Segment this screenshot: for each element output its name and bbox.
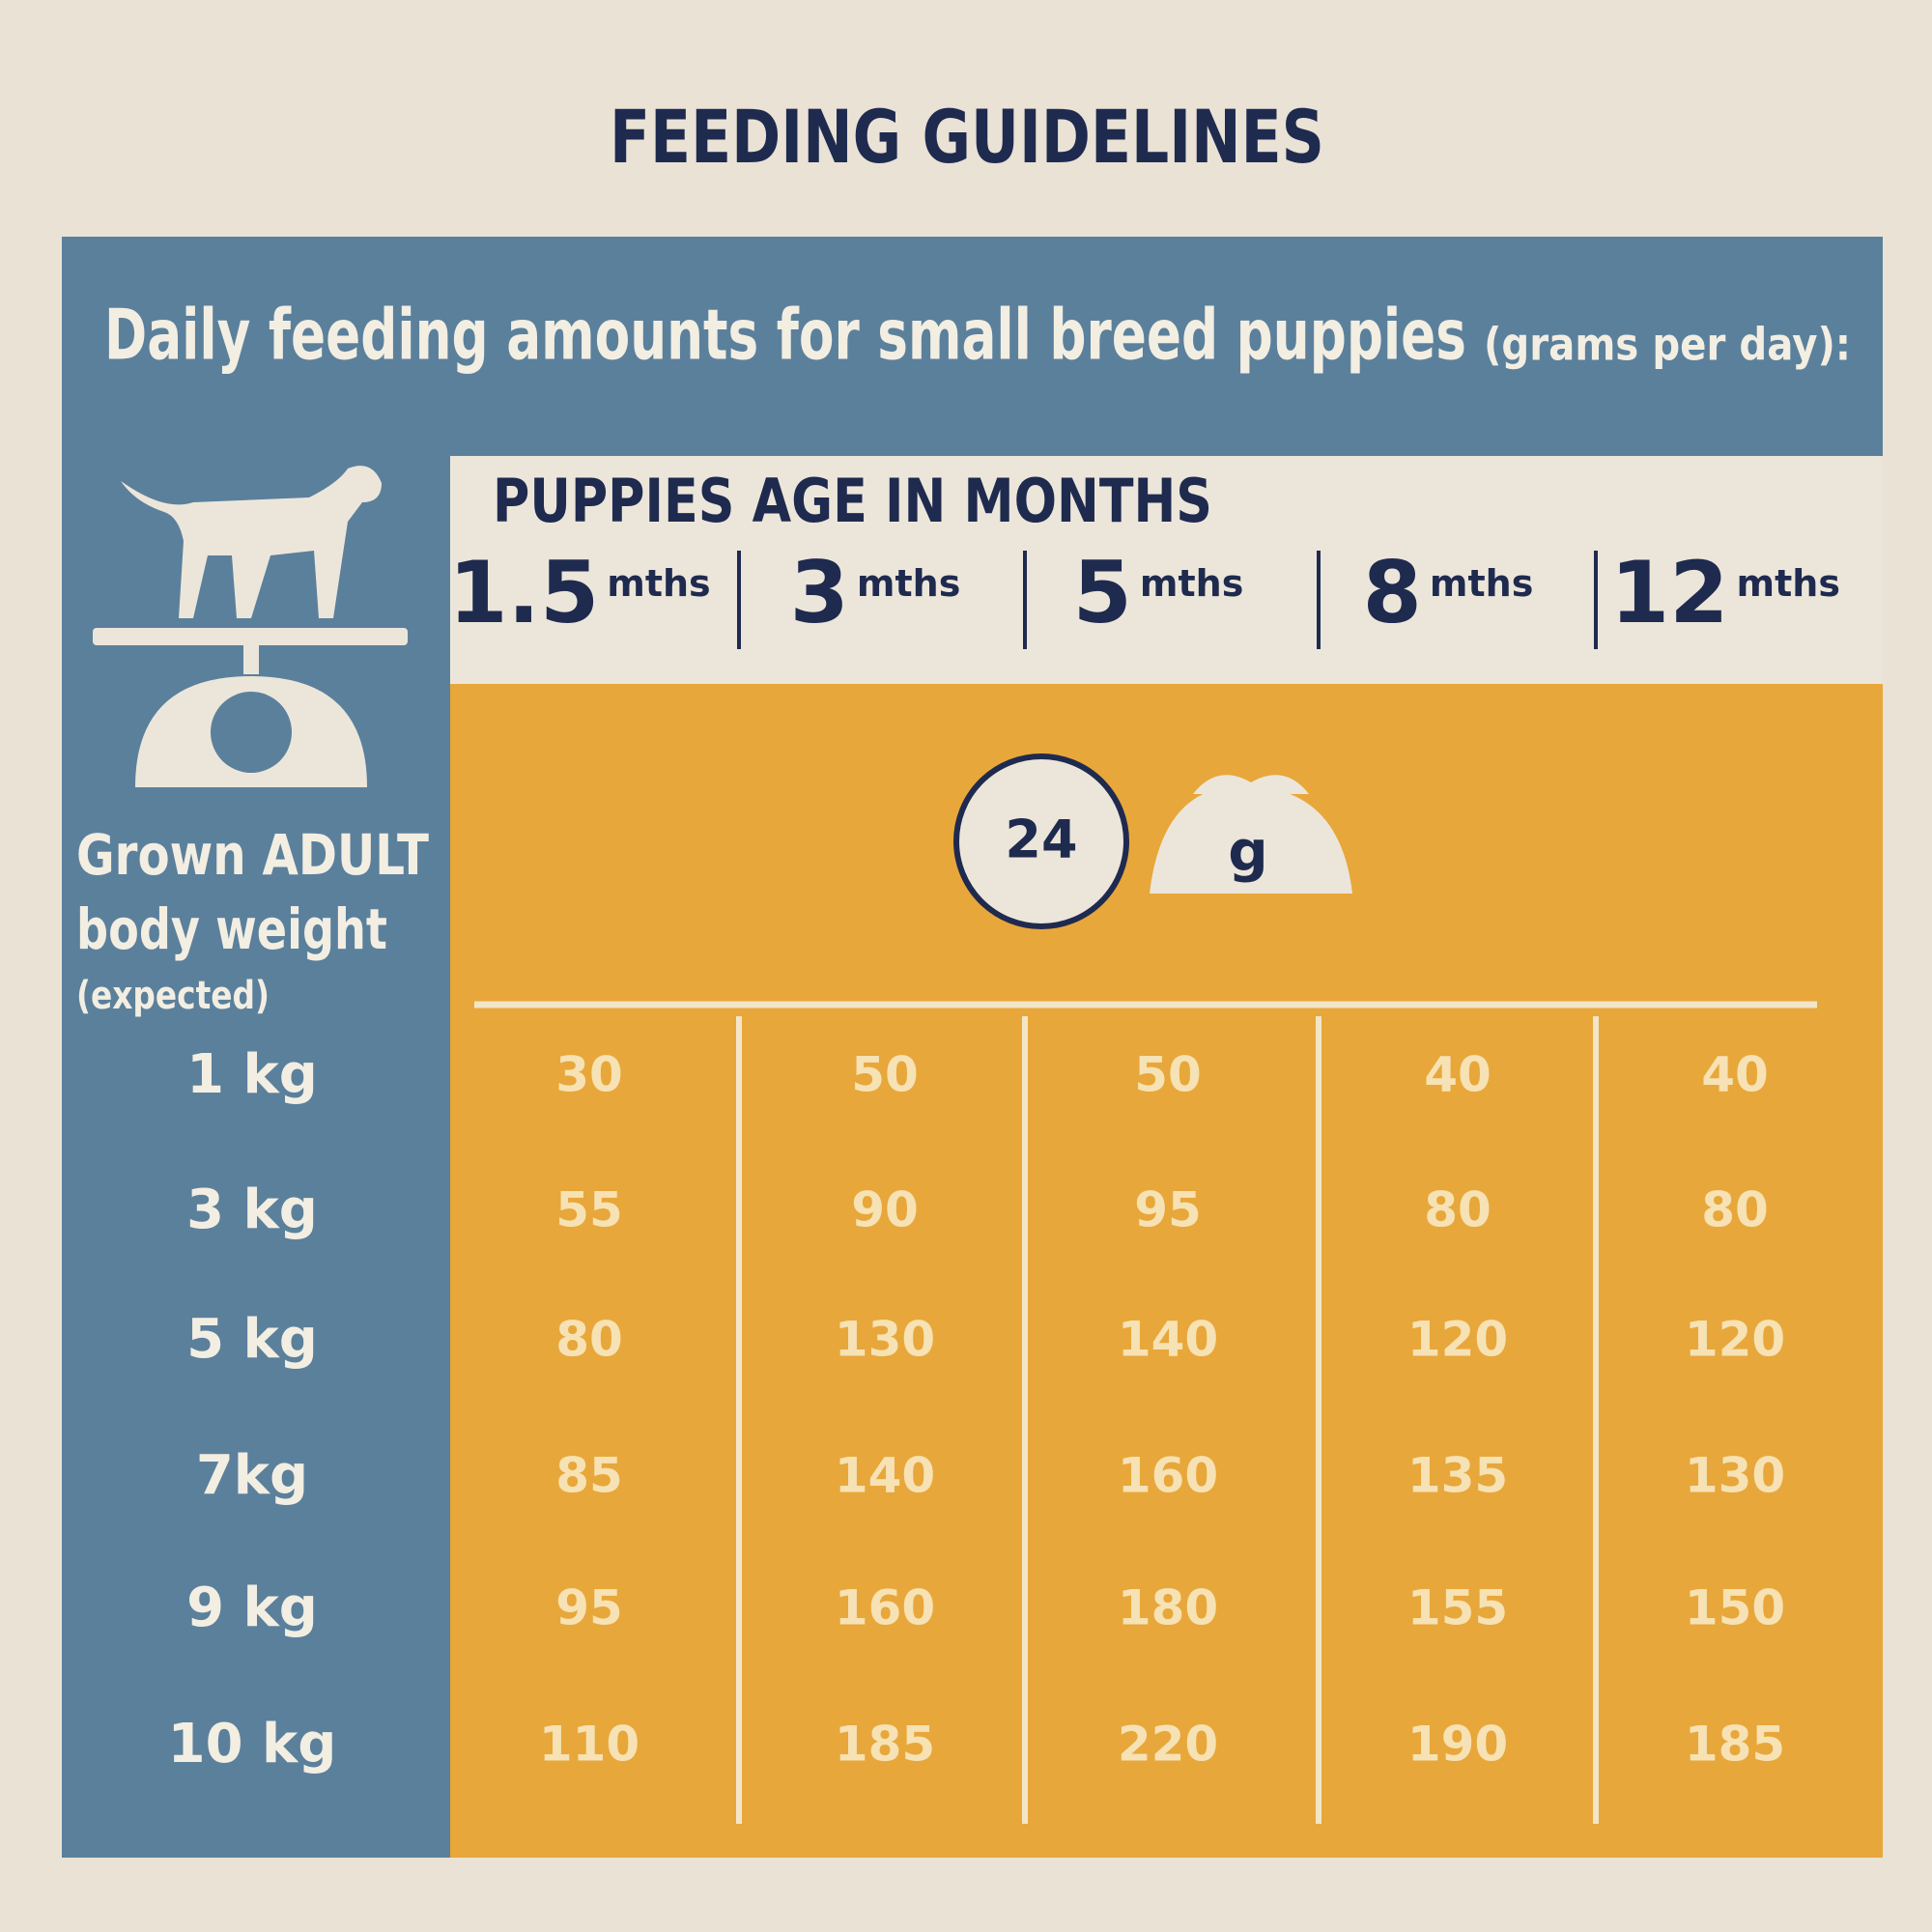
age-unit: mths xyxy=(607,562,710,605)
feeding-amount: 130 xyxy=(835,1312,935,1368)
feeding-amount: 155 xyxy=(1407,1580,1508,1636)
feeding-amount: 185 xyxy=(1685,1717,1785,1773)
weight-label: 3 kg xyxy=(186,1179,318,1241)
age-header: PUPPIES AGE IN MONTHS xyxy=(493,466,1212,536)
row-header-note: (expected) xyxy=(76,974,270,1018)
age-column-label: 12 mths xyxy=(1610,543,1840,642)
subtitle: Daily feeding amounts for small breed pu… xyxy=(104,295,1466,376)
age-column-label: 1.5 mths xyxy=(448,543,710,642)
age-unit: mths xyxy=(1737,562,1840,605)
feeding-amount: 80 xyxy=(555,1312,623,1368)
feeding-amount: 220 xyxy=(1118,1717,1218,1773)
feeding-amount: 120 xyxy=(1685,1312,1785,1368)
feeding-amount: 180 xyxy=(1118,1580,1218,1636)
age-number: 3 xyxy=(790,543,849,642)
age-column-label: 5 mths xyxy=(1073,543,1244,642)
feeding-amount: 50 xyxy=(1134,1047,1202,1103)
feeding-amount: 80 xyxy=(1424,1182,1492,1238)
age-number: 8 xyxy=(1363,543,1422,642)
feeding-amount: 40 xyxy=(1701,1047,1769,1103)
weight-label: 10 kg xyxy=(168,1713,337,1776)
feeding-amount: 140 xyxy=(835,1448,935,1504)
title: FEEDING GUIDELINES xyxy=(610,94,1324,180)
age-unit: mths xyxy=(857,562,960,605)
age-number: 5 xyxy=(1073,543,1132,642)
feeding-amount: 135 xyxy=(1407,1448,1508,1504)
age-unit: mths xyxy=(1140,562,1243,605)
clock-label: 24 xyxy=(1005,810,1077,870)
feeding-amount: 120 xyxy=(1407,1312,1508,1368)
feeding-amount: 160 xyxy=(1118,1448,1218,1504)
feeding-amount: 55 xyxy=(555,1182,623,1238)
age-column-label: 8 mths xyxy=(1363,543,1534,642)
dog-scale-icon xyxy=(93,466,408,787)
age-unit: mths xyxy=(1430,562,1533,605)
feeding-amount: 190 xyxy=(1407,1717,1508,1773)
feeding-amount: 140 xyxy=(1118,1312,1218,1368)
subtitle-unit: (grams per day): xyxy=(1484,319,1851,371)
clock-icon xyxy=(953,753,1129,929)
weight-label: 1 kg xyxy=(186,1043,318,1106)
feeding-amount: 40 xyxy=(1424,1047,1492,1103)
feeding-amount: 110 xyxy=(539,1717,639,1773)
feeding-amount: 160 xyxy=(835,1580,935,1636)
bowl-label: g xyxy=(1228,818,1268,884)
feeding-amount: 90 xyxy=(851,1182,919,1238)
row-header-line: Grown ADULT xyxy=(76,822,429,888)
feeding-amount: 95 xyxy=(1134,1182,1202,1238)
age-number: 1.5 xyxy=(448,543,599,642)
header-band xyxy=(450,456,1883,684)
age-number: 12 xyxy=(1610,543,1728,642)
weight-label: 9 kg xyxy=(186,1577,318,1639)
feeding-amount: 95 xyxy=(555,1580,623,1636)
feeding-amount: 30 xyxy=(555,1047,623,1103)
feeding-amount: 150 xyxy=(1685,1580,1785,1636)
weight-label: 7kg xyxy=(196,1444,308,1507)
feeding-amount: 50 xyxy=(851,1047,919,1103)
bowl-food xyxy=(1193,775,1309,794)
feeding-amount: 185 xyxy=(835,1717,935,1773)
weight-label: 5 kg xyxy=(186,1308,318,1371)
feeding-amount: 130 xyxy=(1685,1448,1785,1504)
feeding-amount: 85 xyxy=(555,1448,623,1504)
feeding-amount: 80 xyxy=(1701,1182,1769,1238)
row-header-line: body weight xyxy=(76,896,387,962)
age-column-label: 3 mths xyxy=(790,543,961,642)
bowl-icon xyxy=(1150,792,1352,894)
